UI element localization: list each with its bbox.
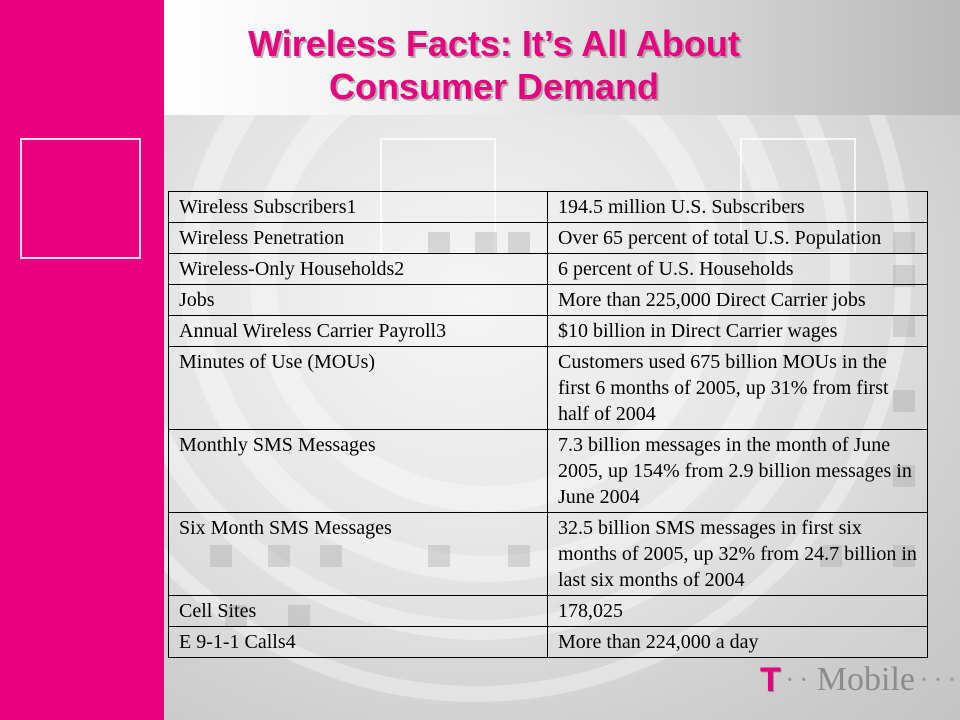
table-row: Cell Sites 178,025: [168, 595, 928, 627]
left-magenta-bar: [0, 0, 164, 720]
table-row: E 9-1-1 Calls4 More than 224,000 a day: [168, 626, 928, 658]
title-band: [164, 0, 960, 115]
row-value: More than 224,000 a day: [547, 626, 928, 658]
row-label: Cell Sites: [168, 595, 548, 627]
facts-table-body: Wireless Subscribers1 194.5 million U.S. …: [168, 191, 928, 658]
table-row: Minutes of Use (MOUs) Customers used 675 …: [168, 346, 928, 430]
left-outline-square: [20, 138, 141, 259]
row-label: Annual Wireless Carrier Payroll3: [168, 315, 548, 347]
table-row: Wireless Subscribers1 194.5 million U.S. …: [168, 191, 928, 223]
row-value: $10 billion in Direct Carrier wages: [547, 315, 928, 347]
row-value: 178,025: [547, 595, 928, 627]
logo-dots-left: ··: [784, 663, 813, 696]
logo-dots-right: ···: [918, 663, 960, 696]
t-mobile-logo: T ·· Mobile ···: [760, 660, 960, 700]
row-value: 32.5 billion SMS messages in first six m…: [547, 512, 928, 596]
row-value: Customers used 675 billion MOUs in the f…: [547, 346, 928, 430]
row-label: Jobs: [168, 284, 548, 316]
table-row: Monthly SMS Messages 7.3 billion messages…: [168, 429, 928, 513]
slide-title-line1: Wireless Facts: It’s All About: [248, 23, 740, 64]
row-value: Over 65 percent of total U.S. Population: [547, 222, 928, 254]
row-value: 6 percent of U.S. Households: [547, 253, 928, 285]
row-label: Wireless Penetration: [168, 222, 548, 254]
logo-t: T: [760, 660, 781, 699]
row-label: E 9-1-1 Calls4: [168, 626, 548, 658]
table-row: Wireless Penetration Over 65 percent of t…: [168, 222, 928, 254]
row-value: 7.3 billion messages in the month of Jun…: [547, 429, 928, 513]
row-label: Six Month SMS Messages: [168, 512, 548, 596]
row-value: 194.5 million U.S. Subscribers: [547, 191, 928, 223]
table-row: Six Month SMS Messages 32.5 billion SMS m…: [168, 512, 928, 596]
table-row: Jobs More than 225,000 Direct Carrier job…: [168, 284, 928, 316]
row-label: Wireless-Only Households2: [168, 253, 548, 285]
row-label: Monthly SMS Messages: [168, 429, 548, 513]
table-row: Wireless-Only Households2 6 percent of U.…: [168, 253, 928, 285]
row-label: Wireless Subscribers1: [168, 191, 548, 223]
facts-table: Wireless Subscribers1 194.5 million U.S. …: [168, 191, 928, 658]
logo-word: Mobile: [816, 661, 915, 698]
row-value: More than 225,000 Direct Carrier jobs: [547, 284, 928, 316]
slide-title-line2: Consumer Demand: [328, 66, 660, 107]
row-label: Minutes of Use (MOUs): [168, 346, 548, 430]
slide-title: Wireless Facts: It’s All About Consumer …: [164, 22, 824, 108]
table-row: Annual Wireless Carrier Payroll3 $10 bill…: [168, 315, 928, 347]
